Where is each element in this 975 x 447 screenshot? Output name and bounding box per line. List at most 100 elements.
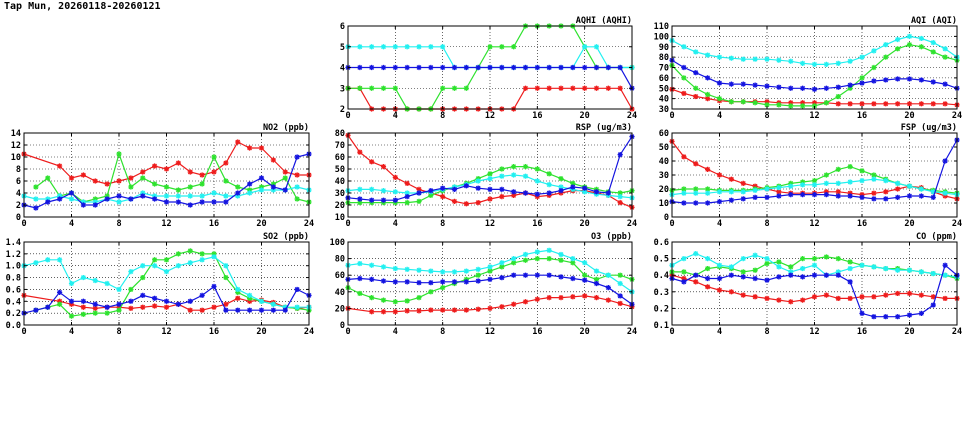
so2-xtick-label: 8 <box>116 327 121 337</box>
fsp-series-blue-point <box>705 200 711 206</box>
aqhi-series-green-point <box>380 85 387 91</box>
co-series-red-point <box>930 294 936 300</box>
o3-ytick-label: 0 <box>340 321 345 331</box>
aqi-series-red-point <box>835 101 841 107</box>
rsp-series-green-point <box>511 164 517 170</box>
rsp-series-cyan-point <box>534 178 540 184</box>
aqi-series-red-point <box>883 101 889 107</box>
rsp-series-blue-point <box>369 197 375 203</box>
o3-xtick-label: 12 <box>485 327 495 337</box>
so2-series-blue-point <box>104 304 110 310</box>
co-series-green-point <box>847 259 853 265</box>
co-series-cyan-point <box>859 262 865 268</box>
so2-series-blue-point <box>294 286 300 293</box>
aqhi-series-green-point <box>463 85 469 91</box>
aqhi-series-cyan-point <box>428 44 434 50</box>
aqi-series-blue-point <box>871 78 877 84</box>
o3-series-cyan-point <box>499 260 505 266</box>
aqi-series-green-point <box>800 103 806 109</box>
no2-series-blue-point <box>152 196 158 202</box>
rsp-chart-title: RSP (ug/m3) <box>576 123 632 133</box>
no2-series-green-point <box>116 151 122 157</box>
no2-series-cyan-point <box>163 193 170 199</box>
no2-series-blue-point <box>33 205 39 211</box>
co-series-blue-point <box>859 310 865 316</box>
fsp-series-cyan-point <box>752 187 758 193</box>
o3-series-blue-point <box>428 280 434 286</box>
no2-series-blue-point <box>92 202 98 208</box>
rsp-series-blue-point <box>534 191 540 197</box>
aqi-series-red-point <box>859 101 865 107</box>
aqhi-xtick-label: 20 <box>580 111 590 121</box>
o3-series-blue-point <box>369 276 375 282</box>
o3-chart-title: O3 (ppb) <box>591 232 632 242</box>
no2-series-green-point <box>140 175 146 181</box>
fsp-series-cyan-point <box>859 178 865 184</box>
co-series-cyan-point <box>930 270 936 277</box>
o3-series-blue-point <box>440 279 446 285</box>
co-series-cyan-point <box>716 262 723 268</box>
fsp-series-cyan-point <box>776 185 782 191</box>
o3-series-cyan-point <box>570 256 576 262</box>
rsp-ytick-label: 20 <box>335 201 345 211</box>
rsp-ytick-label: 60 <box>335 153 345 163</box>
o3-series-blue-point <box>522 272 529 278</box>
no2-series-blue-point <box>68 190 75 196</box>
fsp-ytick-label: 20 <box>659 185 669 195</box>
o3-series-blue-point <box>451 279 458 285</box>
no2-series-green-point <box>92 196 98 202</box>
o3-series-blue-point <box>582 277 588 283</box>
no2-series-green-point <box>45 175 51 181</box>
o3-series-green-point <box>558 257 564 263</box>
aqhi-series-cyan-point <box>380 44 387 50</box>
aqi-series-cyan-point <box>716 54 723 60</box>
fsp-ytick-label: 50 <box>659 143 669 153</box>
aqhi-series-green-point <box>440 85 446 91</box>
co-series-blue-point <box>716 275 723 282</box>
no2-series-green-point <box>163 184 170 190</box>
fsp-series-blue-point <box>835 193 841 199</box>
aqi-series-green-point <box>918 44 924 50</box>
aqhi-series-green-point <box>451 85 458 91</box>
fsp-series-cyan-point <box>942 190 948 196</box>
fsp-series-red-point <box>835 189 841 195</box>
aqhi-series-cyan-point <box>416 44 422 50</box>
so2-series-red-point <box>140 304 146 310</box>
rsp-series-red-point <box>463 201 469 207</box>
o3-xtick-label: 0 <box>345 327 350 337</box>
o3-series-blue-point <box>463 279 469 285</box>
no2-series-red-point <box>116 178 122 184</box>
so2-series-green-point <box>68 313 75 319</box>
so2-series-blue-point <box>140 292 146 298</box>
aqhi-series-blue-point <box>558 64 564 71</box>
fsp-series-red-point <box>883 189 889 195</box>
rsp-series-cyan-point <box>617 194 623 200</box>
aqhi-series-cyan-line <box>348 46 632 69</box>
o3-series-blue-point <box>546 272 552 278</box>
no2-xtick-label: 16 <box>209 219 219 229</box>
rsp-ytick-label: 30 <box>335 189 345 199</box>
o3-series-blue-point <box>511 272 517 278</box>
aqhi-series-blue-point <box>380 64 387 71</box>
co-series-green-point <box>681 269 687 275</box>
no2-series-blue-point <box>282 187 288 193</box>
aqi-series-cyan-point <box>883 42 889 48</box>
aqi-series-green-point <box>859 75 865 81</box>
co-series-red-point <box>693 279 699 285</box>
so2-series-cyan-point <box>92 277 98 284</box>
co-series-red-point <box>716 287 723 293</box>
o3-series-red-point <box>475 306 481 312</box>
aqhi-series-blue-point <box>593 64 600 71</box>
co-series-blue-point <box>681 279 687 285</box>
aqhi-xtick-label: 0 <box>345 111 350 121</box>
rsp-xtick-label: 4 <box>393 219 398 229</box>
rsp-series-cyan-point <box>404 190 410 196</box>
no2-series-cyan-point <box>258 187 265 193</box>
fsp-series-green-point <box>693 186 699 192</box>
so2-series-blue-point <box>187 298 193 304</box>
rsp-series-green-point <box>416 198 422 204</box>
o3-series-blue-point <box>487 276 493 282</box>
aqi-series-blue-point <box>883 77 889 83</box>
no2-ytick-label: 10 <box>11 153 21 163</box>
